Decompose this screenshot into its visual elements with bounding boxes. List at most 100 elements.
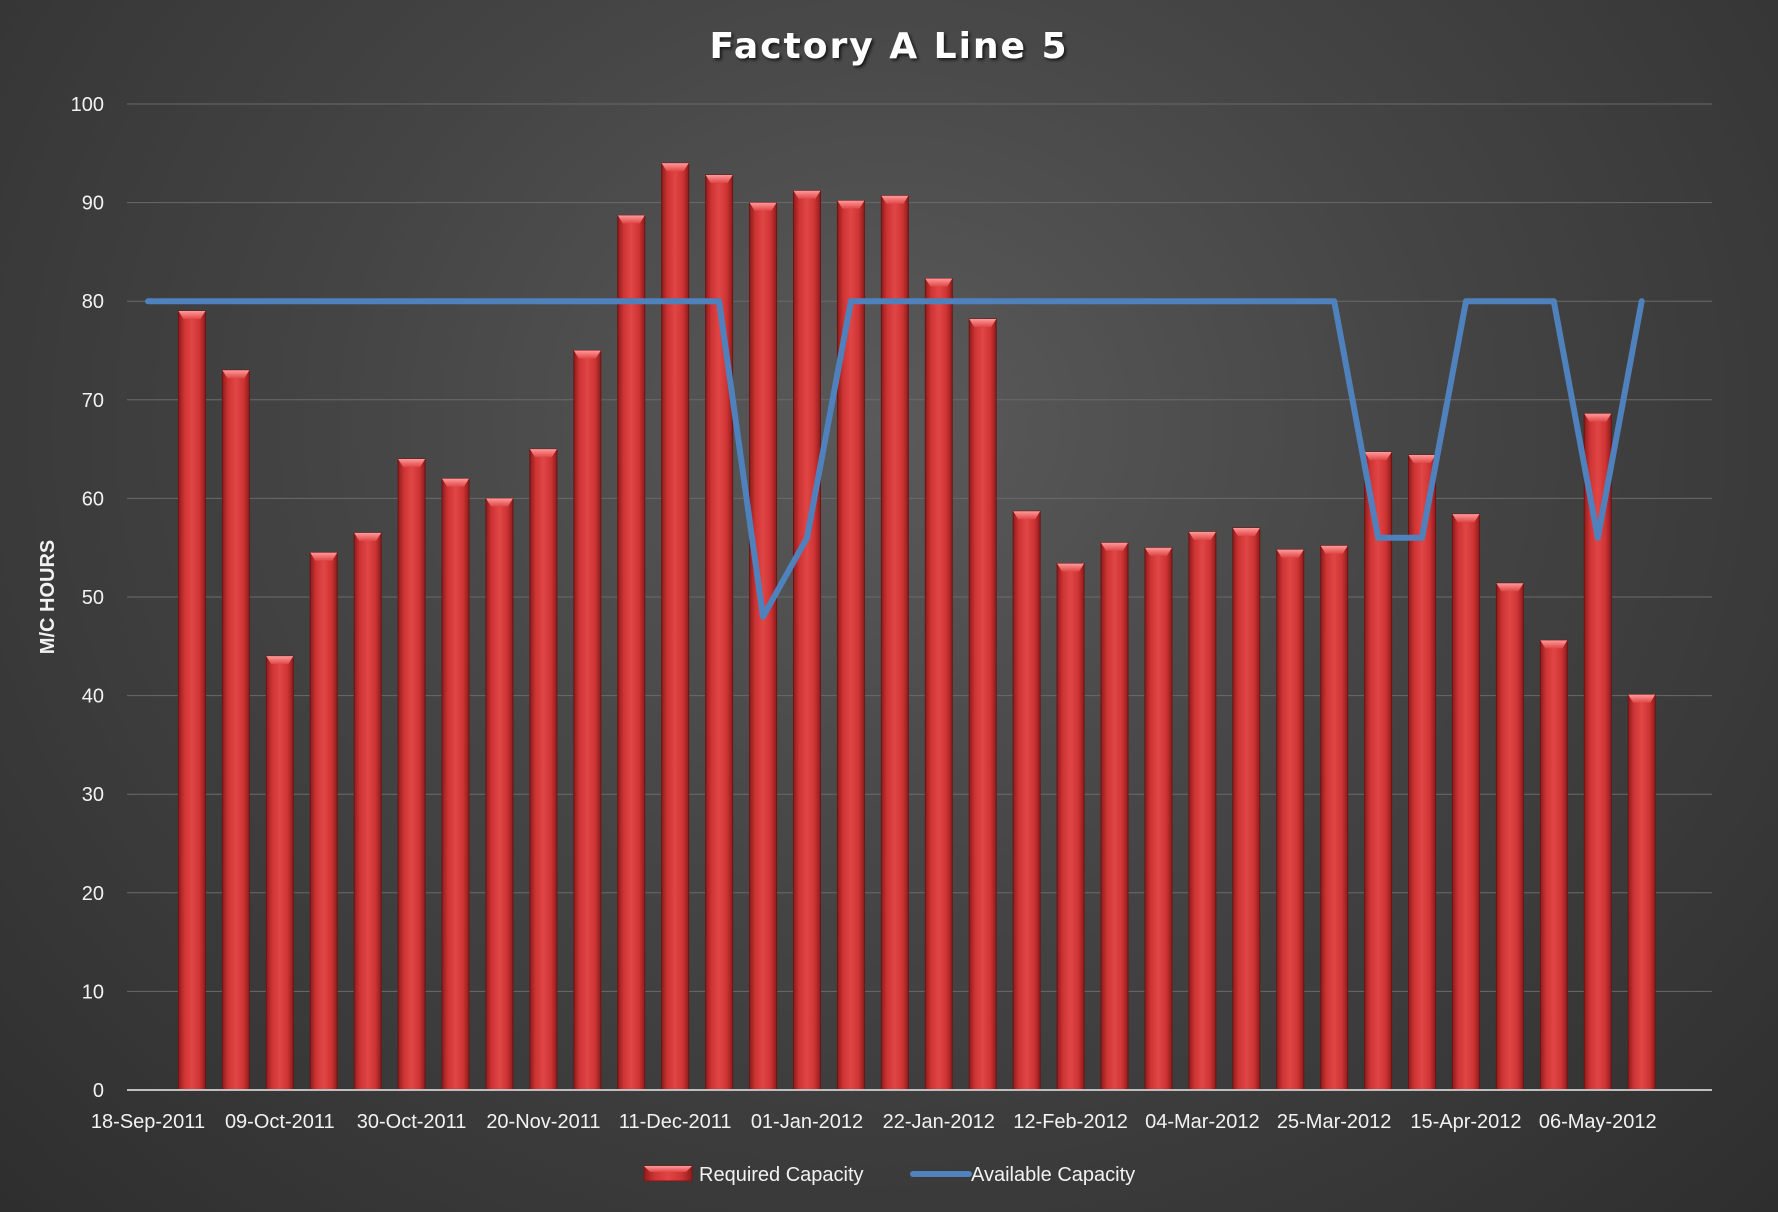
bar-cap bbox=[354, 532, 382, 541]
bar-cap bbox=[1013, 511, 1041, 520]
bar-cap bbox=[705, 174, 733, 183]
legend-swatch-highlight bbox=[644, 1166, 692, 1172]
bar-body bbox=[265, 655, 294, 1091]
x-tick-label: 11-Dec-2011 bbox=[619, 1111, 732, 1133]
bar[interactable] bbox=[792, 190, 821, 1091]
bar[interactable] bbox=[1056, 562, 1085, 1091]
bar[interactable] bbox=[1012, 510, 1041, 1091]
bar-cap bbox=[442, 478, 470, 487]
bar[interactable] bbox=[1495, 582, 1524, 1091]
bar-cap bbox=[1276, 549, 1304, 558]
bar[interactable] bbox=[221, 369, 250, 1091]
bar-body bbox=[1495, 582, 1524, 1091]
bar-cap bbox=[749, 202, 777, 211]
bar-body bbox=[353, 532, 382, 1091]
bar-body bbox=[309, 552, 338, 1091]
bar-body bbox=[1276, 549, 1305, 1091]
bar-cap bbox=[266, 656, 294, 665]
y-tick-label: 40 bbox=[82, 686, 104, 708]
bar[interactable] bbox=[1188, 531, 1217, 1091]
y-tick-label: 30 bbox=[82, 784, 104, 806]
y-tick-label: 10 bbox=[82, 981, 104, 1003]
bar[interactable] bbox=[1408, 454, 1437, 1091]
line-available-capacity bbox=[145, 298, 1645, 620]
bar[interactable] bbox=[353, 532, 382, 1091]
bar-cap bbox=[485, 498, 513, 507]
legend-label-available-capacity: Available Capacity bbox=[971, 1164, 1135, 1186]
bar-body bbox=[1320, 545, 1349, 1091]
bar-cap bbox=[398, 458, 426, 467]
y-tick-label: 100 bbox=[71, 94, 104, 116]
bar-cap bbox=[1188, 531, 1216, 540]
bar[interactable] bbox=[1627, 694, 1656, 1091]
bar[interactable] bbox=[573, 350, 602, 1091]
bar-body bbox=[221, 369, 250, 1091]
bar-body bbox=[1188, 531, 1217, 1091]
x-tick-label: 06-May-2012 bbox=[1539, 1111, 1657, 1133]
bar-body bbox=[1539, 639, 1568, 1091]
bar-body bbox=[1583, 413, 1612, 1091]
y-tick-label: 20 bbox=[82, 883, 104, 905]
bar[interactable] bbox=[1451, 513, 1480, 1091]
bar[interactable] bbox=[441, 478, 470, 1091]
bar[interactable] bbox=[924, 278, 953, 1091]
bar[interactable] bbox=[1583, 413, 1612, 1091]
bar-cap bbox=[925, 278, 953, 287]
bar-body bbox=[924, 278, 953, 1091]
bar-body bbox=[617, 214, 646, 1091]
bar[interactable] bbox=[749, 202, 778, 1091]
bar[interactable] bbox=[661, 162, 690, 1091]
available-capacity-line[interactable] bbox=[145, 298, 1645, 620]
y-tick-label: 50 bbox=[82, 587, 104, 609]
bar-cap bbox=[881, 195, 909, 204]
bar[interactable] bbox=[1539, 639, 1568, 1091]
x-tick-label: 25-Mar-2012 bbox=[1277, 1111, 1392, 1133]
bar[interactable] bbox=[1232, 527, 1261, 1091]
bar-body bbox=[792, 190, 821, 1091]
bar-cap bbox=[178, 311, 206, 320]
y-axis-label: M/C HOURS bbox=[37, 540, 59, 654]
bar[interactable] bbox=[1364, 451, 1393, 1091]
bar[interactable] bbox=[1100, 542, 1129, 1091]
bar[interactable] bbox=[265, 655, 294, 1091]
bar-cap bbox=[529, 449, 557, 458]
chart-title: Factory A Line 5 bbox=[709, 26, 1068, 67]
bar[interactable] bbox=[529, 448, 558, 1091]
bar-cap bbox=[1584, 413, 1612, 422]
x-tick-label: 30-Oct-2011 bbox=[357, 1111, 467, 1133]
bar-body bbox=[1451, 513, 1480, 1091]
bar[interactable] bbox=[309, 552, 338, 1091]
bar[interactable] bbox=[397, 458, 426, 1091]
bar-cap bbox=[1144, 547, 1172, 556]
bar-cap bbox=[837, 200, 865, 209]
bar-cap bbox=[661, 163, 689, 172]
bar-cap bbox=[1364, 452, 1392, 461]
legend-item-required-capacity[interactable]: Required Capacity bbox=[643, 1164, 864, 1186]
bar-body bbox=[397, 458, 426, 1091]
bar-cap bbox=[617, 215, 645, 224]
bar[interactable] bbox=[1320, 545, 1349, 1091]
bar-body bbox=[529, 448, 558, 1091]
bar[interactable] bbox=[177, 310, 206, 1091]
bar[interactable] bbox=[1276, 549, 1305, 1091]
bar-body bbox=[177, 310, 206, 1091]
bar[interactable] bbox=[836, 200, 865, 1091]
bar-body bbox=[968, 318, 997, 1091]
bar-body bbox=[485, 497, 514, 1091]
bar-body bbox=[705, 174, 734, 1091]
bar[interactable] bbox=[968, 318, 997, 1091]
bar[interactable] bbox=[617, 214, 646, 1091]
y-tick-labels: 0 10 20 30 40 50 60 70 80 90 100 bbox=[71, 94, 104, 1102]
bar-cap bbox=[1232, 527, 1260, 536]
legend-item-available-capacity[interactable]: Available Capacity bbox=[910, 1164, 1135, 1186]
bar-cap bbox=[793, 190, 821, 199]
y-tick-label: 70 bbox=[82, 390, 104, 412]
bar[interactable] bbox=[1144, 547, 1173, 1091]
bar[interactable] bbox=[485, 497, 514, 1091]
bar-body bbox=[1364, 451, 1393, 1091]
bar[interactable] bbox=[880, 195, 909, 1091]
bar[interactable] bbox=[705, 174, 734, 1091]
bar-body bbox=[1100, 542, 1129, 1091]
bar-cap bbox=[969, 318, 997, 327]
